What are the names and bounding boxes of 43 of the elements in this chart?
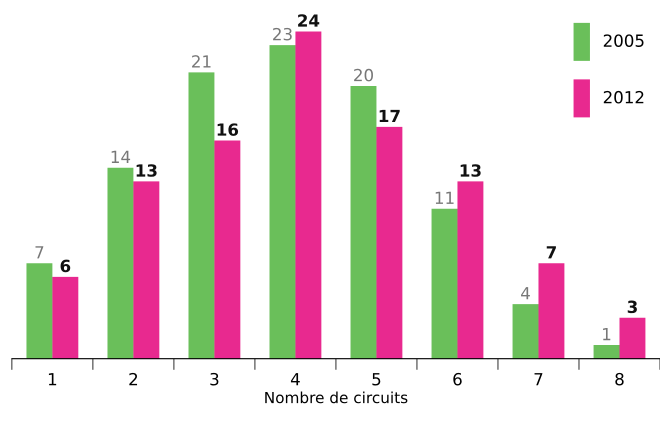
legend-label: 2012 xyxy=(604,90,644,104)
data-label: 6 xyxy=(60,260,70,272)
bar xyxy=(107,168,134,359)
x-tick-label: 1 xyxy=(48,373,56,386)
x-tick-label: 8 xyxy=(615,372,624,386)
bar xyxy=(295,31,322,359)
data-label: 14 xyxy=(112,150,130,163)
bar xyxy=(214,140,240,359)
bar xyxy=(457,181,484,359)
x-tick-label: 5 xyxy=(372,373,380,386)
data-label: 4 xyxy=(521,287,530,300)
bar xyxy=(52,276,78,359)
data-label: 23 xyxy=(273,28,292,40)
data-label: 7 xyxy=(35,246,44,258)
bar xyxy=(376,126,402,359)
bar xyxy=(594,345,620,359)
x-tick-label: 7 xyxy=(534,373,542,386)
x-axis-title: Nombre de circuits xyxy=(265,391,408,404)
bar xyxy=(538,263,564,359)
data-label: 13 xyxy=(136,164,157,177)
data-label: 21 xyxy=(192,55,211,68)
bar xyxy=(188,72,214,359)
data-label: 7 xyxy=(546,246,556,258)
x-tick-label: 4 xyxy=(290,373,300,386)
data-label: 24 xyxy=(298,14,320,27)
data-label: 3 xyxy=(628,300,637,314)
data-label: 13 xyxy=(460,164,481,177)
x-tick-label: 6 xyxy=(453,372,462,386)
data-label: 20 xyxy=(354,68,373,82)
x-tick-label: 3 xyxy=(210,372,218,386)
x-tick-label: 2 xyxy=(129,372,138,386)
bar xyxy=(270,45,296,359)
bar xyxy=(619,318,646,359)
data-label: 11 xyxy=(436,192,454,204)
data-label: 17 xyxy=(380,110,400,122)
bar xyxy=(350,86,376,359)
legend-label: 2005 xyxy=(604,34,644,47)
data-label: 1 xyxy=(603,328,610,340)
data-label: 16 xyxy=(218,123,238,136)
bar xyxy=(512,304,538,359)
bar xyxy=(432,208,458,359)
bar xyxy=(26,263,52,359)
bar xyxy=(133,181,160,359)
